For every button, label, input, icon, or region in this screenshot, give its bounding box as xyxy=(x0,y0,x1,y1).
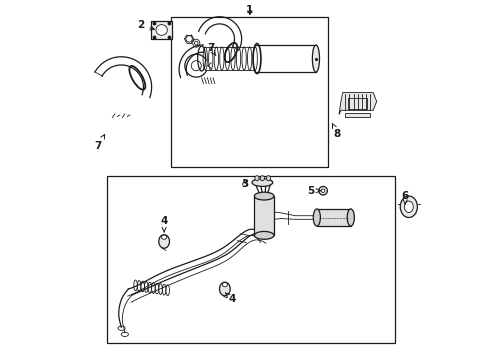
Text: 4: 4 xyxy=(225,293,235,303)
Bar xyxy=(347,98,366,109)
Ellipse shape xyxy=(254,231,273,239)
Ellipse shape xyxy=(313,209,320,226)
Ellipse shape xyxy=(254,176,259,181)
Text: 1: 1 xyxy=(246,5,253,15)
Ellipse shape xyxy=(159,235,169,248)
Text: 2: 2 xyxy=(137,19,154,30)
Text: 7: 7 xyxy=(94,135,104,151)
Ellipse shape xyxy=(266,176,270,181)
Text: 8: 8 xyxy=(331,123,340,139)
Ellipse shape xyxy=(400,196,417,217)
Bar xyxy=(345,113,369,117)
Ellipse shape xyxy=(222,283,227,287)
Ellipse shape xyxy=(156,24,167,35)
Ellipse shape xyxy=(251,179,272,186)
Bar xyxy=(254,196,273,235)
Bar xyxy=(151,21,171,39)
Ellipse shape xyxy=(162,235,166,239)
Bar xyxy=(107,176,394,342)
Text: 4: 4 xyxy=(160,216,167,232)
Text: 6: 6 xyxy=(401,191,408,204)
Ellipse shape xyxy=(312,45,319,72)
Ellipse shape xyxy=(404,201,412,212)
Ellipse shape xyxy=(260,176,264,181)
Text: 3: 3 xyxy=(241,179,247,189)
Bar xyxy=(316,209,350,226)
Text: 5: 5 xyxy=(306,186,320,196)
Ellipse shape xyxy=(321,189,324,193)
Bar xyxy=(171,18,328,167)
Ellipse shape xyxy=(346,209,354,226)
Ellipse shape xyxy=(254,192,273,200)
Text: 7: 7 xyxy=(206,43,215,55)
Polygon shape xyxy=(339,93,376,114)
Ellipse shape xyxy=(318,186,326,195)
Ellipse shape xyxy=(219,282,230,296)
